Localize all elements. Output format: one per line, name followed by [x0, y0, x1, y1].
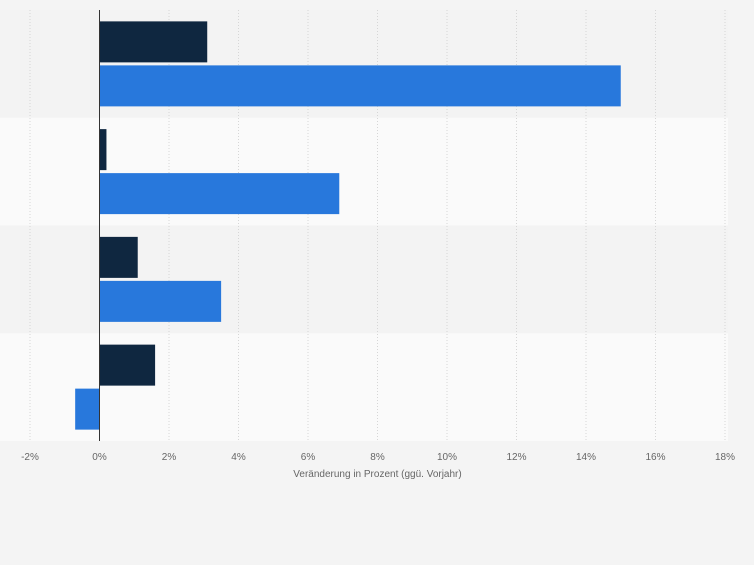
bar-series-1-category-3[interactable]	[99, 236, 138, 278]
x-axis-ticks: -2% 0% 2% 4% 6% 8% 10% 12% 14% 16% 18%	[21, 452, 735, 463]
x-tick-label: 18%	[715, 452, 735, 463]
bar-series-2-category-1[interactable]	[99, 65, 621, 107]
x-tick-label: 14%	[576, 452, 596, 463]
x-tick-label: -2%	[21, 452, 39, 463]
x-tick-label: 4%	[231, 452, 246, 463]
bar-series-1-category-2[interactable]	[99, 129, 107, 171]
bars	[75, 21, 621, 430]
x-tick-label: 6%	[301, 452, 316, 463]
x-tick-label: 16%	[645, 452, 665, 463]
x-axis-title: Veränderung in Prozent (ggü. Vorjahr)	[293, 469, 461, 480]
bar-series-2-category-2[interactable]	[99, 173, 340, 215]
x-tick-label: 2%	[162, 452, 177, 463]
x-tick-label: 12%	[506, 452, 526, 463]
bar-series-1-category-4[interactable]	[99, 344, 156, 386]
x-tick-label: 0%	[92, 452, 107, 463]
x-tick-label: 10%	[437, 452, 457, 463]
category-bands	[0, 10, 728, 441]
x-tick-label: 8%	[370, 452, 385, 463]
bar-series-2-category-4[interactable]	[75, 388, 100, 430]
bar-series-2-category-3[interactable]	[99, 280, 222, 322]
bar-series-1-category-1[interactable]	[99, 21, 208, 63]
